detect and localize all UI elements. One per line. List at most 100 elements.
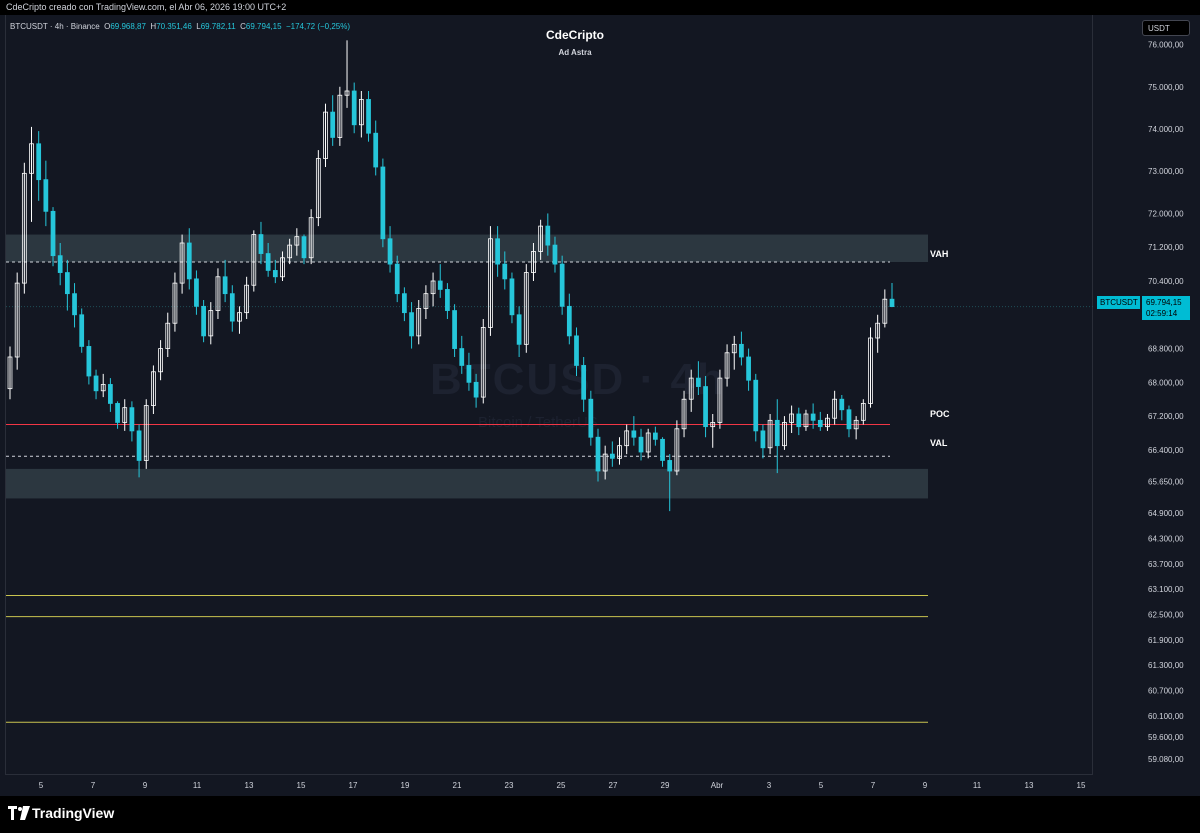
top-bar: CdeCripto creado con TradingView.com, el…: [0, 0, 1200, 15]
candle-body: [753, 379, 759, 432]
legend-change: −174,72 (−0,25%): [285, 22, 351, 31]
x-tick-label: 5: [39, 781, 44, 790]
y-tick-label: 71.200,00: [1148, 243, 1184, 252]
candle-body: [860, 403, 866, 421]
candle-body: [609, 453, 615, 459]
candle-body: [136, 430, 142, 461]
y-tick-label: 73.000,00: [1148, 167, 1184, 176]
tradingview-logo-icon: [8, 806, 30, 820]
candle-body: [566, 305, 572, 337]
candle-body: [617, 445, 622, 459]
y-tick-label: 60.700,00: [1148, 687, 1184, 696]
candle-body: [652, 432, 658, 440]
x-tick-label: 13: [245, 781, 254, 790]
y-tick-label: 63.100,00: [1148, 585, 1184, 594]
x-tick-label: 9: [923, 781, 928, 790]
x-tick-label: 25: [557, 781, 566, 790]
candle-body: [373, 132, 379, 168]
candle-body: [358, 99, 364, 126]
candle-body: [817, 419, 823, 428]
legend-low-key: L: [196, 22, 201, 31]
candle-body: [251, 234, 257, 286]
candle-body: [588, 398, 594, 438]
y-tick-label: 67.200,00: [1148, 412, 1184, 421]
candle-body: [394, 263, 400, 295]
candle-body: [380, 166, 386, 240]
candle-body: [72, 293, 77, 316]
candle-body: [36, 143, 42, 181]
candle-body: [810, 413, 816, 421]
candle-body: [739, 343, 744, 358]
legend-low: 69.782,11: [200, 22, 236, 31]
legend-symbol[interactable]: BTCUSDT · 4h · Binance: [10, 22, 100, 31]
candle-body: [638, 436, 644, 453]
candle-body: [258, 234, 264, 254]
candle-body: [660, 438, 665, 461]
candle-body: [186, 242, 192, 280]
last-price-ticker-tag: BTCUSDT: [1097, 296, 1140, 309]
candle-body: [201, 305, 206, 337]
x-tick-label: 5: [819, 781, 824, 790]
candle-body: [595, 436, 601, 472]
candle-body: [459, 348, 465, 366]
x-tick-label: 27: [609, 781, 618, 790]
chart-author-title: CdeCripto: [546, 28, 604, 42]
candle-body: [538, 225, 544, 252]
candle-body: [194, 278, 199, 307]
candle-body: [29, 143, 34, 174]
candle-body: [731, 343, 737, 354]
candle-body: [215, 276, 221, 311]
legend-open-key: O: [104, 22, 111, 31]
legend-high: 70.351,46: [156, 22, 192, 31]
legend-close: 69.794,15: [245, 22, 282, 31]
currency-selector[interactable]: USDT: [1142, 20, 1190, 36]
x-tick-label: 23: [505, 781, 514, 790]
legend-close-key: C: [240, 22, 246, 31]
candle-body: [545, 225, 551, 246]
ohlc-legend: BTCUSDT · 4h · Binance O69.968,87 H70.35…: [10, 22, 350, 31]
candle-body: [645, 432, 651, 453]
candle-body: [14, 282, 20, 358]
candle-body: [294, 236, 300, 246]
candle-body: [782, 422, 787, 447]
x-tick-label: 15: [1077, 781, 1086, 790]
candle-body: [287, 244, 293, 259]
candle-body: [767, 419, 773, 449]
candle-body: [416, 308, 422, 337]
candle-body: [244, 284, 250, 314]
chart-pane[interactable]: [5, 15, 1093, 775]
poc-label: POC: [930, 409, 950, 419]
y-tick-label: 76.000,00: [1148, 41, 1184, 50]
candle-body: [43, 179, 49, 212]
candle-body: [875, 322, 881, 339]
candle-body: [724, 352, 730, 379]
candle-body: [559, 263, 565, 307]
candle-body: [315, 158, 321, 219]
candle-body: [108, 384, 113, 404]
candle-body: [495, 238, 500, 265]
candle-body: [480, 327, 486, 398]
candle-body: [581, 365, 587, 400]
candle-body: [64, 272, 70, 295]
candle-body: [574, 335, 579, 366]
candle-body: [351, 90, 357, 126]
candle-body: [143, 405, 149, 461]
candle-body: [366, 99, 371, 134]
y-tick-label: 60.100,00: [1148, 712, 1184, 721]
bar-countdown: 02:59:14: [1146, 309, 1178, 318]
candle-body: [631, 430, 637, 438]
candle-body: [308, 217, 314, 259]
candle-body: [452, 310, 457, 349]
candle-body: [774, 419, 780, 447]
y-tick-label: 68.800,00: [1148, 345, 1184, 354]
candle-body: [57, 255, 63, 273]
candle-body: [868, 337, 873, 404]
candle-body: [265, 253, 271, 271]
candle-body: [387, 238, 393, 265]
resistance-zone: [6, 234, 928, 262]
y-tick-label: 68.000,00: [1148, 378, 1184, 387]
candle-body: [158, 348, 163, 373]
y-tick-label: 61.900,00: [1148, 636, 1184, 645]
candle-body: [624, 430, 630, 447]
